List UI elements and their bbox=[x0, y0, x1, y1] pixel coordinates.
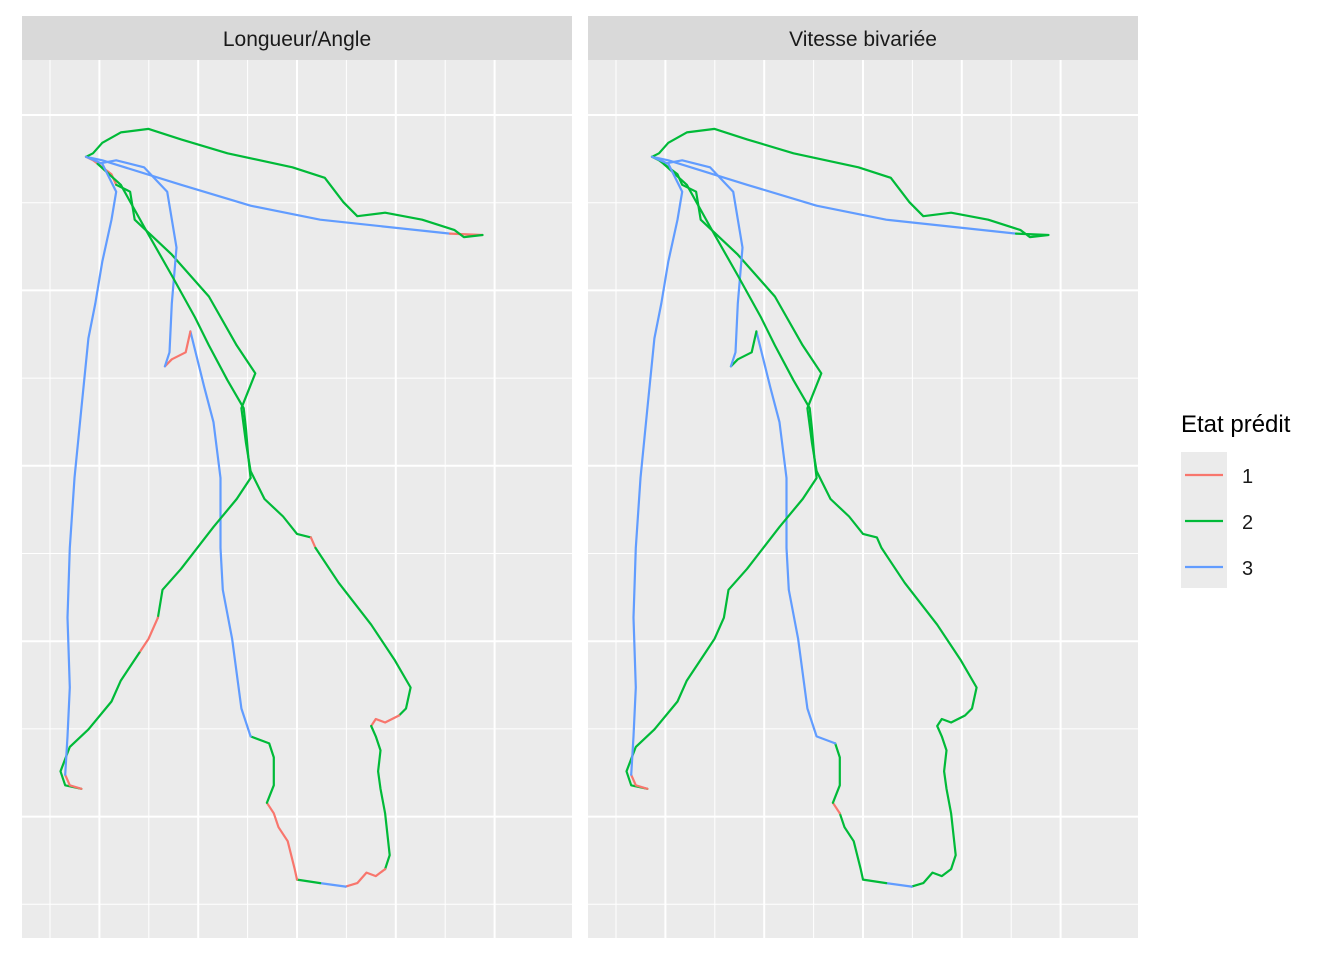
trajectory-segment-state-3 bbox=[84, 155, 452, 235]
trajectory-segment-state-3 bbox=[319, 882, 347, 888]
trajectory-segment-state-1 bbox=[64, 773, 83, 790]
legend-label: 3 bbox=[1242, 558, 1253, 580]
trajectory-segment-state-1 bbox=[344, 868, 387, 888]
trajectory-segment-state-3 bbox=[650, 155, 1018, 235]
grid bbox=[22, 60, 572, 938]
legend-entry: 2 bbox=[1185, 512, 1253, 534]
trajectory-segment-state-2 bbox=[59, 651, 141, 790]
legend-label: 2 bbox=[1242, 512, 1253, 534]
trajectory-segment-state-1 bbox=[163, 330, 192, 368]
trajectory-segment-state-2 bbox=[96, 162, 252, 480]
trajectory-segment-state-2 bbox=[831, 742, 841, 804]
trajectory-segment-state-2 bbox=[625, 162, 818, 790]
trajectory-segment-state-1 bbox=[309, 536, 317, 549]
facet-title: Vitesse bivariée bbox=[789, 28, 937, 51]
trajectory-segment-state-3 bbox=[662, 159, 744, 368]
trajectory-segments bbox=[59, 127, 484, 888]
trajectory-segment-state-2 bbox=[249, 735, 275, 804]
trajectory-segment-state-1 bbox=[630, 773, 649, 790]
trajectory-segment-state-3 bbox=[189, 330, 252, 738]
trajectory-segment-state-1 bbox=[831, 801, 841, 815]
facet-strip bbox=[22, 16, 572, 60]
legend-label: 1 bbox=[1242, 466, 1253, 488]
trajectory-segment-state-2 bbox=[295, 878, 322, 885]
legend-entry: 3 bbox=[1185, 558, 1253, 580]
trajectory-segment-state-3 bbox=[96, 159, 178, 368]
trajectory-segment-state-1 bbox=[138, 616, 159, 654]
trajectory-segment-state-2 bbox=[838, 812, 888, 885]
trajectory-segment-state-3 bbox=[630, 155, 684, 776]
legend-entries: 1 2 3 bbox=[1185, 466, 1253, 580]
trajectory-segment-state-3 bbox=[755, 330, 837, 745]
trajectory-segment-state-2 bbox=[370, 724, 391, 871]
legend: Etat prédit 1 2 3 bbox=[1181, 411, 1291, 588]
trajectory-segment-state-2 bbox=[650, 127, 1050, 239]
trajectory-segment-state-3 bbox=[64, 155, 118, 776]
trajectory-segment-state-2 bbox=[115, 183, 312, 539]
trajectory-segment-state-1 bbox=[370, 714, 401, 728]
legend-entry: 1 bbox=[1185, 466, 1253, 488]
trajectory-segment-state-2 bbox=[156, 476, 252, 619]
trajectory-segment-state-2 bbox=[650, 155, 978, 888]
legend-title: Etat prédit bbox=[1181, 411, 1291, 438]
trajectory-segment-state-2 bbox=[84, 127, 484, 239]
facet-strip bbox=[588, 16, 1138, 60]
facet-panel-1: Longueur/Angle bbox=[22, 16, 572, 938]
trajectory-segment-state-2 bbox=[729, 330, 758, 368]
trajectory-segment-state-2 bbox=[314, 546, 412, 717]
trajectory-segments bbox=[625, 127, 1050, 888]
trajectory-segment-state-3 bbox=[885, 882, 913, 888]
facets-layer: Longueur/Angle Vitesse bivariée bbox=[22, 16, 1138, 938]
facet-panel-2: Vitesse bivariée bbox=[588, 16, 1138, 938]
trajectory-segment-state-1 bbox=[265, 801, 299, 881]
facet-title: Longueur/Angle bbox=[223, 28, 371, 51]
